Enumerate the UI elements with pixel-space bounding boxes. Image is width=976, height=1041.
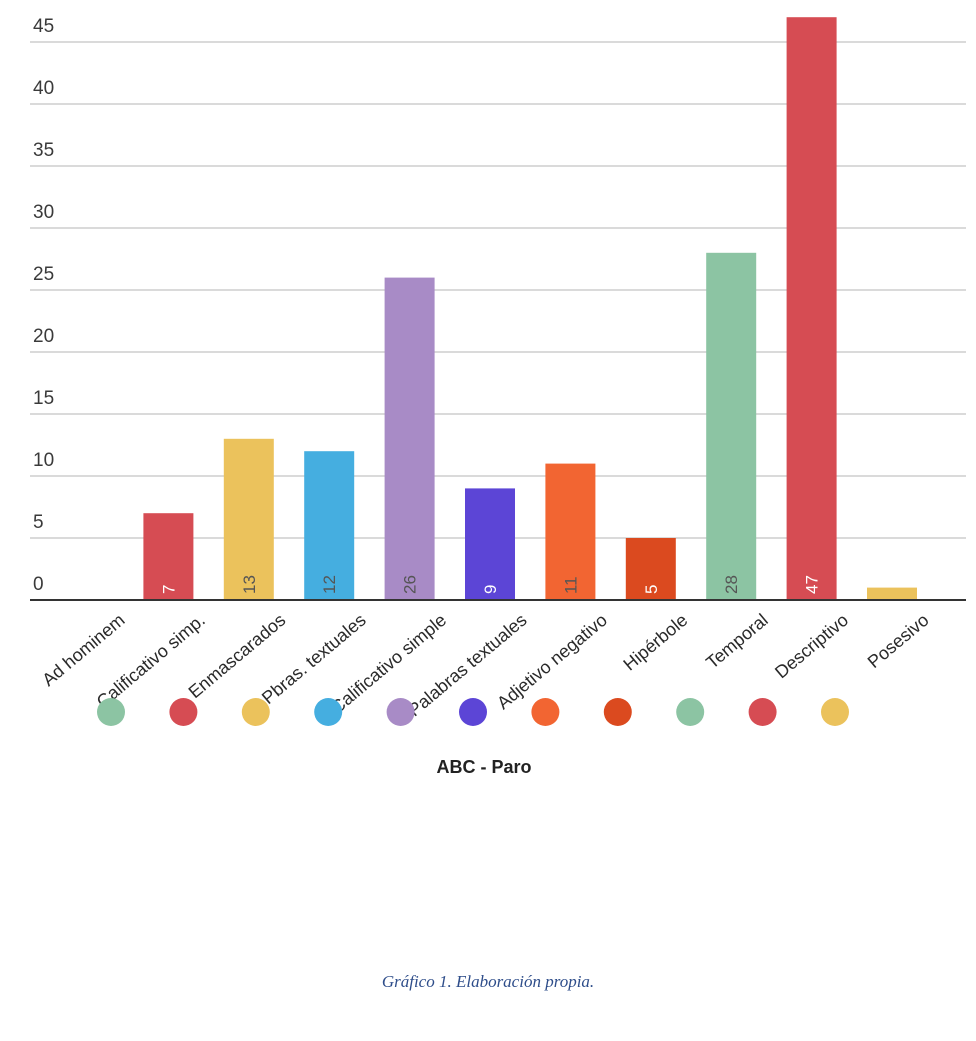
legend-swatch bbox=[676, 698, 705, 726]
legend-swatch bbox=[603, 698, 632, 726]
data-label: 28 bbox=[722, 575, 741, 594]
legend-swatch bbox=[169, 698, 198, 726]
grid-lines bbox=[30, 41, 966, 539]
x-tick-label: Posesivo bbox=[864, 610, 933, 672]
data-label: 5 bbox=[642, 585, 661, 594]
bar bbox=[706, 252, 757, 601]
figure-caption: Gráfico 1. Elaboración propia. bbox=[381, 972, 595, 991]
legend-swatch bbox=[459, 698, 487, 726]
x-tick-label: Hipérbole bbox=[619, 610, 691, 675]
bar bbox=[465, 488, 515, 600]
bar bbox=[143, 513, 194, 600]
y-axis-ticks: 0 5 10 15 20 25 30 35 40 45 bbox=[33, 16, 54, 595]
y-tick-label: 0 bbox=[33, 574, 44, 595]
legend-swatch bbox=[241, 698, 270, 726]
legend-swatch bbox=[821, 698, 849, 726]
y-tick-label: 15 bbox=[33, 388, 54, 409]
y-tick-label: 35 bbox=[33, 140, 54, 161]
legend-swatch bbox=[531, 698, 560, 726]
y-tick-label: 5 bbox=[33, 512, 44, 533]
legend-swatch bbox=[97, 698, 125, 726]
legend-swatch bbox=[386, 698, 415, 726]
y-tick-label: 20 bbox=[33, 326, 54, 347]
bar bbox=[384, 277, 435, 600]
bar bbox=[223, 438, 274, 600]
bar bbox=[545, 463, 596, 600]
bar bbox=[867, 587, 917, 600]
legend-title: ABC - Paro bbox=[436, 757, 531, 777]
data-label: 7 bbox=[159, 585, 178, 594]
data-label: 13 bbox=[240, 575, 259, 594]
y-tick-label: 25 bbox=[33, 264, 54, 285]
data-label: 26 bbox=[401, 575, 420, 594]
bars: 7 13 12 26 9 11 5 28 47 bbox=[143, 17, 917, 601]
y-tick-label: 30 bbox=[33, 202, 54, 223]
y-tick-label: 40 bbox=[33, 78, 54, 99]
bar bbox=[786, 17, 837, 600]
data-label: 11 bbox=[561, 576, 580, 594]
y-tick-label: 10 bbox=[33, 450, 54, 471]
data-label: 9 bbox=[481, 585, 500, 594]
data-label: 47 bbox=[803, 575, 822, 594]
y-tick-label: 45 bbox=[33, 16, 54, 37]
legend-swatch bbox=[748, 698, 777, 726]
data-label: 12 bbox=[320, 575, 339, 594]
legend-swatch bbox=[314, 698, 343, 726]
bar bbox=[625, 538, 676, 600]
x-tick-label: Descriptivo bbox=[771, 610, 852, 683]
legend bbox=[97, 698, 849, 726]
x-tick-label: Temporal bbox=[702, 610, 772, 673]
bar bbox=[304, 451, 355, 600]
